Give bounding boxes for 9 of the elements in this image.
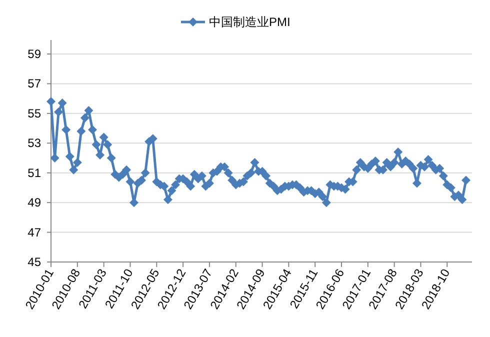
y-tick-label: 51 xyxy=(28,166,42,180)
y-tick-label: 47 xyxy=(28,225,42,240)
y-tick-label: 55 xyxy=(28,106,42,120)
y-tick-label: 45 xyxy=(28,255,42,269)
legend-label: 中国制造业PMI xyxy=(209,15,290,29)
y-tick-label: 57 xyxy=(28,76,42,91)
y-tick-label: 49 xyxy=(28,196,42,210)
y-tick-label: 53 xyxy=(28,136,42,150)
y-tick-label: 59 xyxy=(28,47,42,61)
